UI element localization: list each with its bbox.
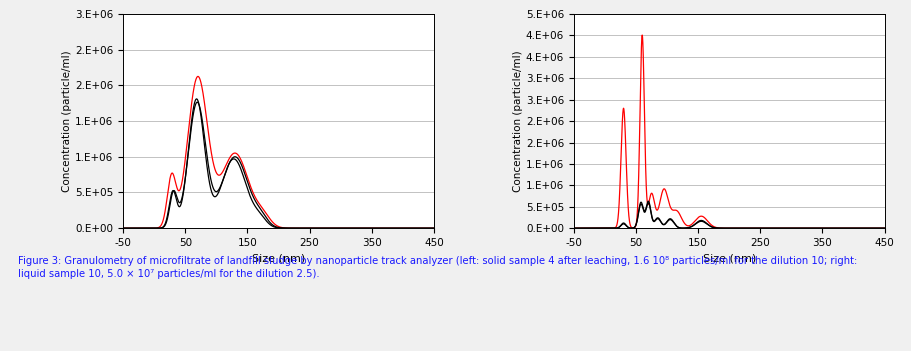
Y-axis label: Concentration (particle/ml): Concentration (particle/ml) [513, 50, 523, 192]
X-axis label: Size (nm): Size (nm) [701, 253, 755, 264]
X-axis label: Size (nm): Size (nm) [251, 253, 305, 264]
Y-axis label: Concentration (particle/ml): Concentration (particle/ml) [62, 50, 72, 192]
Text: Figure 3: Granulometry of microfiltrate of landfill sludge by nanoparticle track: Figure 3: Granulometry of microfiltrate … [18, 256, 856, 279]
